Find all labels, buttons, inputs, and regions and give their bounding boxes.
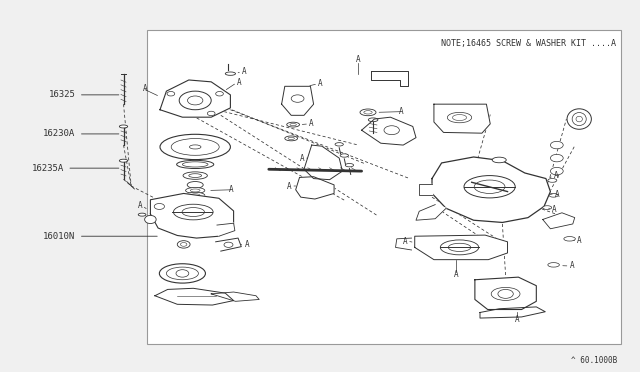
Bar [147,30,621,344]
Polygon shape [160,80,230,117]
Circle shape [291,95,304,102]
Ellipse shape [360,109,376,116]
Ellipse shape [549,193,558,197]
Circle shape [177,241,190,248]
Polygon shape [371,71,408,86]
Text: 16230A: 16230A [44,129,76,138]
Circle shape [188,96,203,105]
Ellipse shape [564,237,575,241]
Text: A: A [138,201,142,210]
Ellipse shape [567,109,591,129]
Circle shape [176,270,189,277]
Ellipse shape [138,213,146,216]
Polygon shape [150,193,234,238]
Circle shape [384,126,399,135]
Ellipse shape [492,287,520,301]
Ellipse shape [183,172,207,179]
Ellipse shape [159,264,205,283]
Polygon shape [432,157,550,222]
Ellipse shape [543,206,552,209]
Ellipse shape [173,204,213,220]
Circle shape [167,92,175,96]
Ellipse shape [145,215,156,224]
Polygon shape [415,235,508,260]
Text: 16010N: 16010N [44,232,76,241]
Text: A: A [356,55,361,64]
Text: 16325: 16325 [49,90,76,99]
Circle shape [224,242,233,247]
Polygon shape [211,292,259,301]
Circle shape [498,289,513,298]
Polygon shape [543,213,575,229]
Text: A: A [300,154,304,163]
Polygon shape [396,238,412,250]
Ellipse shape [160,134,230,160]
Polygon shape [416,205,446,220]
Text: A: A [554,171,558,180]
Circle shape [550,167,563,175]
Ellipse shape [447,112,472,123]
Ellipse shape [177,160,214,169]
Circle shape [154,203,164,209]
Ellipse shape [346,164,354,167]
Text: A: A [237,78,241,87]
Ellipse shape [440,240,479,255]
Ellipse shape [335,143,344,146]
Text: A: A [399,107,403,116]
Text: A: A [552,205,557,214]
Ellipse shape [287,122,300,127]
Text: ^ 60.1000B: ^ 60.1000B [572,356,618,365]
Polygon shape [216,238,241,251]
Text: A: A [403,237,407,246]
Ellipse shape [186,187,205,193]
Circle shape [550,154,563,162]
Text: A: A [577,236,582,245]
Circle shape [207,111,215,116]
Text: A: A [229,185,234,194]
Polygon shape [480,307,545,318]
Ellipse shape [548,179,557,182]
Polygon shape [155,288,234,305]
Text: A: A [318,79,323,88]
Text: A: A [570,262,574,270]
Ellipse shape [225,72,236,75]
Ellipse shape [186,197,205,203]
Polygon shape [475,277,536,310]
Text: A: A [287,182,291,190]
Text: A: A [242,67,246,76]
Ellipse shape [340,154,349,157]
Text: A: A [515,315,520,324]
Polygon shape [434,104,490,133]
Ellipse shape [187,182,204,188]
Circle shape [216,92,223,96]
Text: A: A [143,84,147,93]
Text: A: A [454,270,459,279]
Polygon shape [304,145,342,180]
Ellipse shape [285,136,298,141]
Text: NOTE;16465 SCREW & WASHER KIT ....A: NOTE;16465 SCREW & WASHER KIT ....A [441,39,616,48]
Ellipse shape [186,192,205,198]
Ellipse shape [464,176,515,198]
Polygon shape [296,177,334,199]
Polygon shape [362,117,416,145]
Ellipse shape [120,125,128,128]
Ellipse shape [492,157,506,163]
Circle shape [179,91,211,110]
Polygon shape [282,86,314,115]
Ellipse shape [548,263,559,267]
Text: 16235A: 16235A [32,164,64,173]
Ellipse shape [368,118,378,122]
Text: A: A [309,119,314,128]
Circle shape [550,141,563,149]
Ellipse shape [120,159,128,162]
Polygon shape [217,223,235,236]
Text: A: A [244,240,249,249]
Ellipse shape [189,145,201,149]
Text: A: A [555,190,559,199]
Polygon shape [419,184,432,195]
